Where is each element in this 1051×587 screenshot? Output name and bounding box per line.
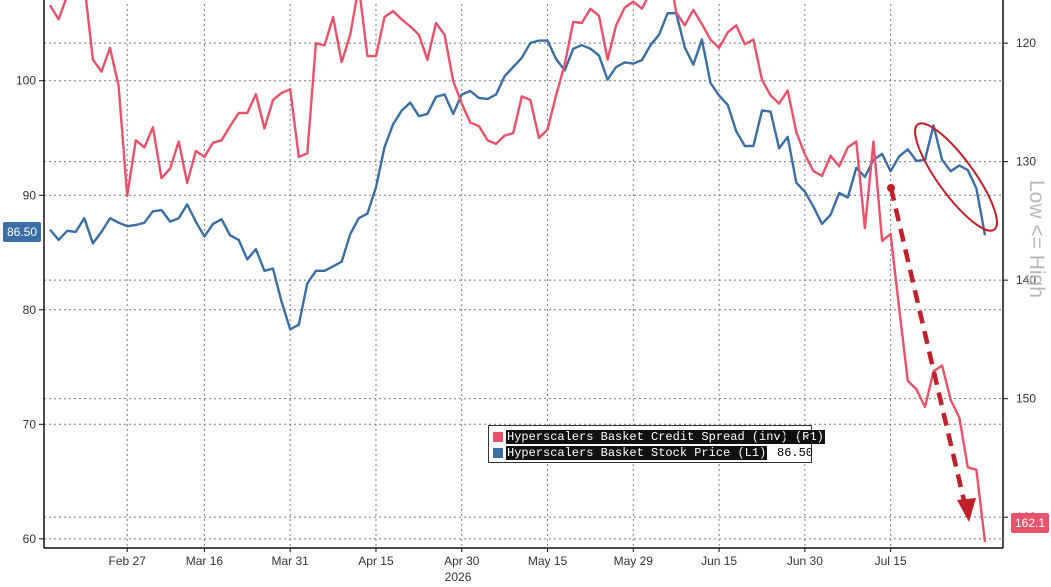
x-tick-label: Jun 30 (787, 554, 823, 568)
y-right-tick-label: 120 (1016, 36, 1036, 50)
x-tick-label: Feb 27 (109, 554, 147, 568)
x-tick-label: May 29 (614, 554, 654, 568)
y-tick-label: 70 (23, 417, 37, 431)
legend-value: 162.1 (777, 430, 814, 444)
legend-entry-credit-spread: Hyperscalers Basket Credit Spread (inv) … (493, 429, 825, 445)
legend-label: Hyperscalers Basket Stock Price (L1) (506, 446, 768, 460)
last-value-badge-left: 86.50 (3, 222, 42, 242)
x-tick-label: May 15 (528, 554, 568, 568)
right-axis-label-text: Low <= High (1025, 180, 1048, 298)
last-value-badge-right: 162.1 (1011, 513, 1050, 533)
x-tick-label: Apr 30 (444, 554, 480, 568)
y-tick-label: 90 (23, 188, 37, 202)
y-tick-label: 60 (23, 532, 37, 546)
y-tick-label: 80 (23, 303, 37, 317)
credit-spread-line (48, 0, 987, 543)
x-tick-label: Mar 31 (272, 554, 310, 568)
legend-swatch-blue (493, 447, 503, 458)
right-axis-label: Low <= High (1010, 180, 1050, 350)
x-tick-label: Jul 15 (875, 554, 907, 568)
trend-arrow-origin (887, 184, 895, 192)
x-tick-label: Mar 16 (186, 554, 224, 568)
x-tick-label: Jun 15 (701, 554, 737, 568)
trend-arrow-shaft (888, 187, 968, 506)
y-right-tick-label: 150 (1016, 392, 1036, 406)
legend-value: 86.50 (777, 446, 814, 460)
y-right-tick-label: 130 (1016, 155, 1036, 169)
highlight-ellipse (914, 122, 998, 232)
trend-arrow-head (957, 498, 976, 522)
legend-swatch-red (493, 431, 503, 442)
stock-price-line (49, 12, 987, 331)
y-right-tick-label: 140 (1016, 273, 1036, 287)
x-axis-title: 2026 (445, 570, 472, 584)
chart-legend: Hyperscalers Basket Credit Spread (inv) … (488, 425, 825, 463)
legend-label: Hyperscalers Basket Credit Spread (inv) … (506, 430, 825, 444)
legend-entry-stock-price: Hyperscalers Basket Stock Price (L1) 86.… (493, 445, 813, 461)
y-tick-label: 100 (16, 74, 36, 88)
x-tick-label: Apr 15 (358, 554, 394, 568)
